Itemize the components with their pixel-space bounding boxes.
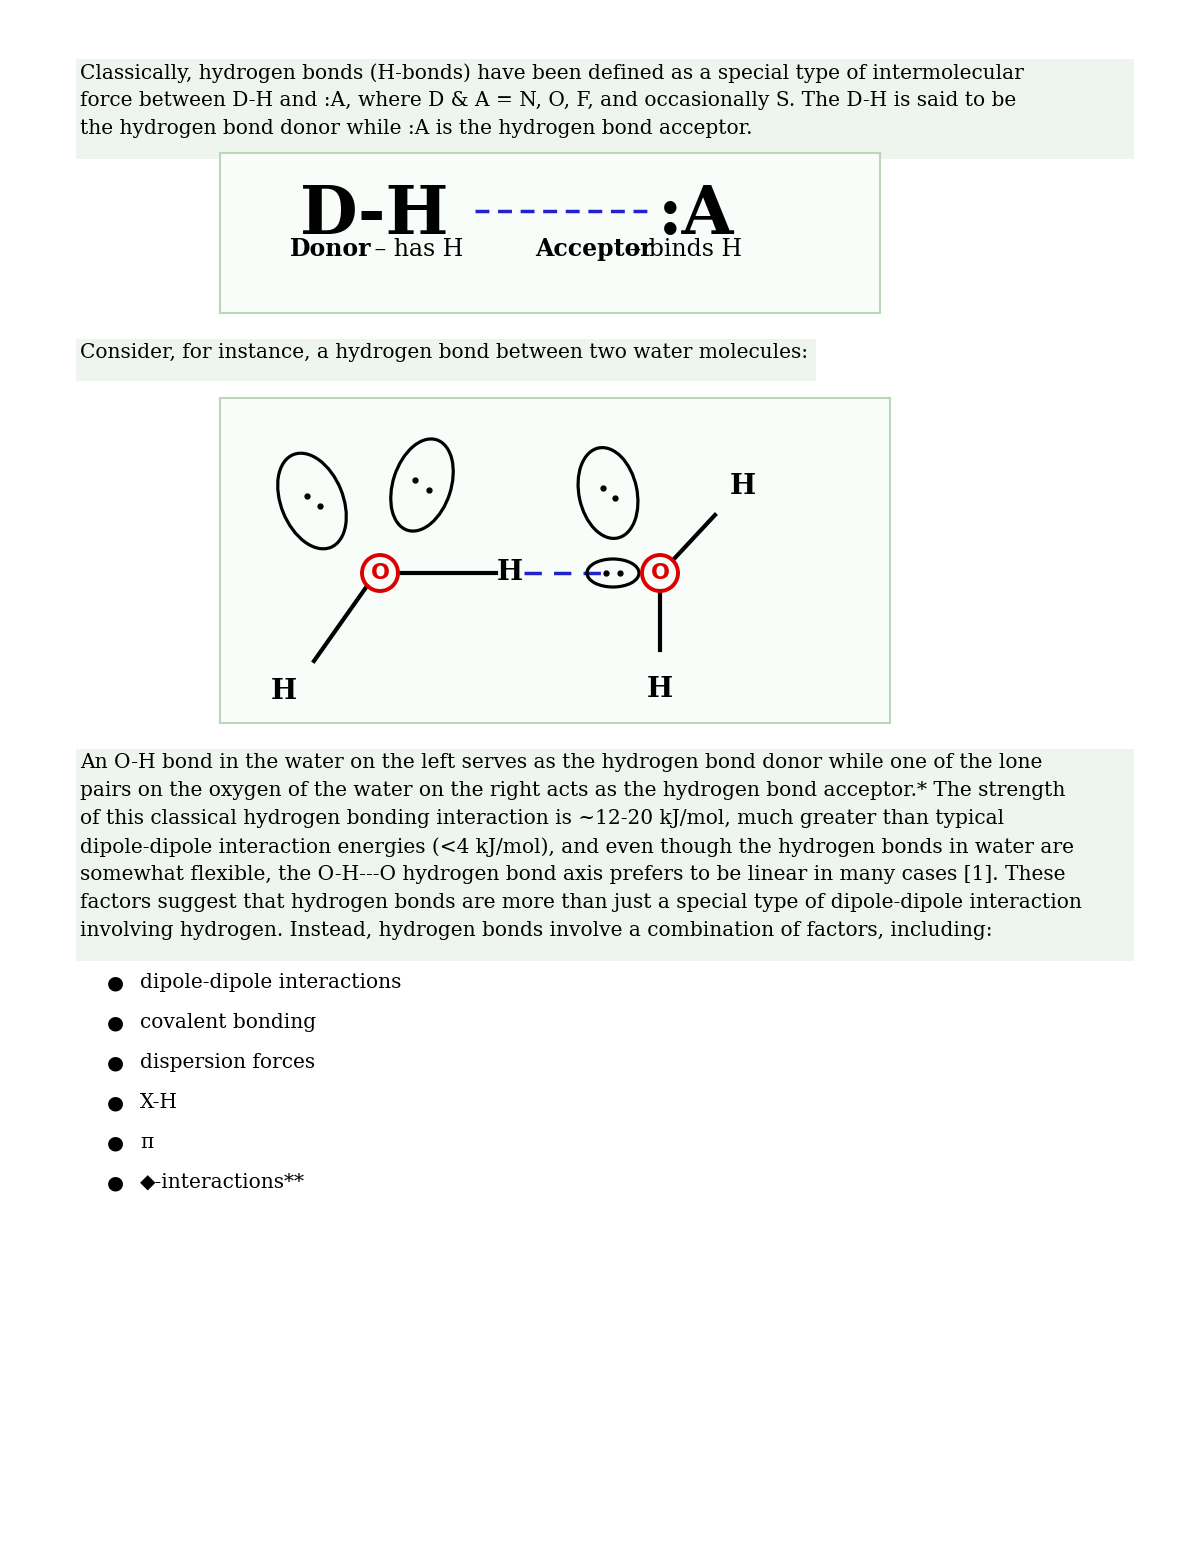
- Text: somewhat flexible, the O-H---O hydrogen bond axis prefers to be linear in many c: somewhat flexible, the O-H---O hydrogen …: [80, 865, 1066, 884]
- FancyBboxPatch shape: [76, 339, 816, 380]
- Text: ●: ●: [107, 1173, 124, 1193]
- Text: H: H: [647, 676, 673, 704]
- Text: ●: ●: [107, 1093, 124, 1112]
- Text: Classically, hydrogen bonds (H-bonds) have been defined as a special type of int: Classically, hydrogen bonds (H-bonds) ha…: [80, 64, 1024, 82]
- Text: X-H: X-H: [140, 1093, 178, 1112]
- Text: Donor: Donor: [290, 238, 372, 261]
- Text: H: H: [271, 679, 298, 705]
- Text: force between D-H and :A, where D & A = N, O, F, and occasionally S. The D-H is : force between D-H and :A, where D & A = …: [80, 92, 1016, 110]
- Text: dispersion forces: dispersion forces: [140, 1053, 316, 1072]
- Text: involving hydrogen. Instead, hydrogen bonds involve a combination of factors, in: involving hydrogen. Instead, hydrogen bo…: [80, 921, 992, 940]
- Text: covalent bonding: covalent bonding: [140, 1013, 316, 1033]
- Text: Consider, for instance, a hydrogen bond between two water molecules:: Consider, for instance, a hydrogen bond …: [80, 343, 808, 362]
- Text: D-H: D-H: [300, 183, 450, 248]
- FancyBboxPatch shape: [76, 59, 1134, 158]
- Text: factors suggest that hydrogen bonds are more than just a special type of dipole-: factors suggest that hydrogen bonds are …: [80, 893, 1082, 912]
- Text: :A: :A: [658, 183, 734, 248]
- Text: ●: ●: [107, 1053, 124, 1072]
- Text: pairs on the oxygen of the water on the right acts as the hydrogen bond acceptor: pairs on the oxygen of the water on the …: [80, 781, 1066, 800]
- Text: ●: ●: [107, 974, 124, 992]
- FancyBboxPatch shape: [220, 398, 890, 724]
- Text: Acceptor: Acceptor: [535, 238, 653, 261]
- Text: dipole-dipole interaction energies (<4 kJ/mol), and even though the hydrogen bon: dipole-dipole interaction energies (<4 k…: [80, 837, 1074, 857]
- Text: O: O: [371, 564, 390, 582]
- Text: of this classical hydrogen bonding interaction is ~12-20 kJ/mol, much greater th: of this classical hydrogen bonding inter…: [80, 809, 1004, 828]
- Text: π: π: [140, 1134, 154, 1152]
- FancyBboxPatch shape: [220, 154, 880, 314]
- FancyBboxPatch shape: [76, 749, 1134, 961]
- Text: H: H: [730, 474, 756, 500]
- Text: ●: ●: [107, 1134, 124, 1152]
- Text: the hydrogen bond donor while :A is the hydrogen bond acceptor.: the hydrogen bond donor while :A is the …: [80, 120, 752, 138]
- Text: O: O: [650, 564, 670, 582]
- Text: – has H: – has H: [367, 238, 463, 261]
- Text: – binds H: – binds H: [622, 238, 742, 261]
- Text: dipole-dipole interactions: dipole-dipole interactions: [140, 974, 401, 992]
- Text: ●: ●: [107, 1013, 124, 1033]
- Text: H: H: [497, 559, 523, 587]
- Text: An O-H bond in the water on the left serves as the hydrogen bond donor while one: An O-H bond in the water on the left ser…: [80, 753, 1043, 772]
- Text: ◆-interactions**: ◆-interactions**: [140, 1173, 305, 1193]
